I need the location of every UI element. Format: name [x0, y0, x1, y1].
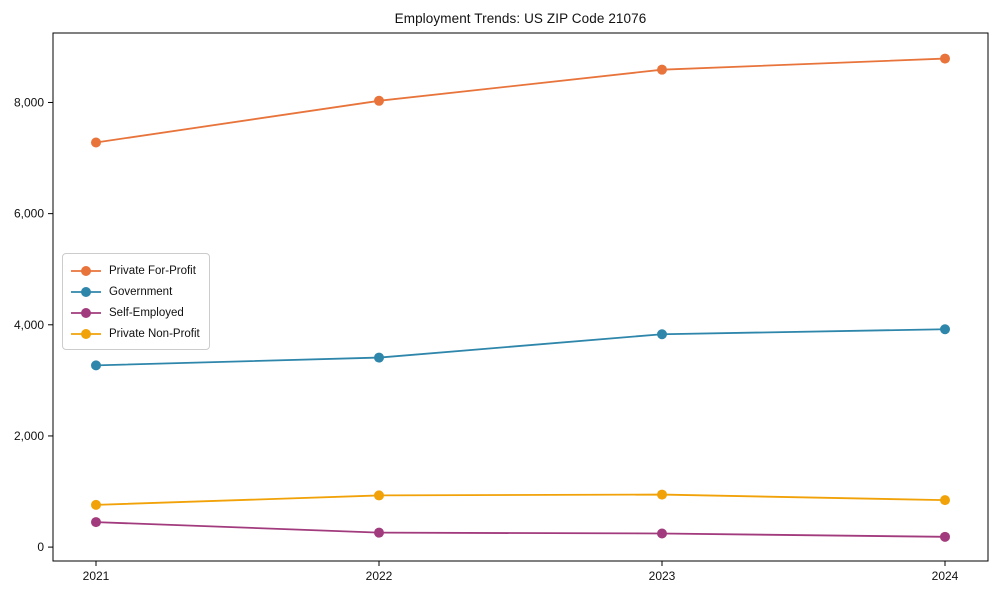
series-line	[95, 521, 946, 538]
series-line	[95, 493, 946, 506]
legend-item-private-for-profit: Private For-Profit	[70, 261, 200, 280]
legend-marker-icon	[70, 328, 102, 340]
x-tick-label: 2024	[932, 569, 959, 583]
data-point	[91, 517, 101, 528]
legend-label: Private Non-Profit	[109, 327, 200, 340]
data-point	[657, 64, 667, 75]
data-point	[91, 137, 101, 148]
series-line	[95, 328, 946, 367]
x-tick-label: 2021	[83, 569, 110, 583]
legend-item-private-non-profit: Private Non-Profit	[70, 324, 200, 343]
legend: Private For-Profit Government Self-Employe…	[62, 253, 210, 350]
y-tick-label: 8,000	[14, 95, 44, 109]
y-tick-label: 4,000	[14, 318, 44, 332]
series-line	[95, 57, 946, 144]
legend-item-government: Government	[70, 282, 200, 301]
data-point	[91, 360, 101, 371]
x-tick-label: 2023	[649, 569, 676, 583]
legend-label: Private For-Profit	[109, 264, 196, 277]
data-point	[940, 495, 950, 506]
y-tick-label: 2,000	[14, 429, 44, 443]
data-point	[657, 329, 667, 340]
data-point	[940, 531, 950, 542]
legend-marker-icon	[70, 307, 102, 319]
chart-title: Employment Trends: US ZIP Code 21076	[394, 11, 647, 26]
x-tick-label: 2022	[366, 569, 393, 583]
legend-item-self-employed: Self-Employed	[70, 303, 200, 322]
data-point	[374, 490, 384, 501]
legend-marker-icon	[70, 286, 102, 298]
data-point	[374, 95, 384, 106]
y-tick-label: 6,000	[14, 207, 44, 221]
data-point	[940, 53, 950, 64]
data-point	[91, 499, 101, 510]
data-point	[940, 324, 950, 335]
legend-marker-icon	[70, 265, 102, 277]
legend-label: Self-Employed	[109, 306, 184, 319]
data-point	[657, 489, 667, 500]
legend-label: Government	[109, 285, 173, 298]
data-point	[374, 527, 384, 538]
data-point	[374, 352, 384, 363]
y-tick-label: 0	[37, 540, 44, 554]
data-point	[657, 528, 667, 539]
axes-frame	[52, 32, 989, 562]
